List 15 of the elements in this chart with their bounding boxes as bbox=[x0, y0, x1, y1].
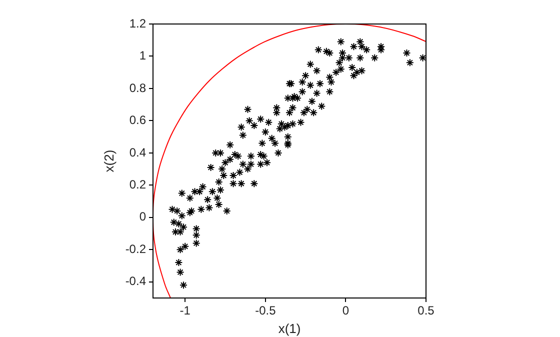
x-tick-label: -0.5 bbox=[255, 304, 276, 318]
y-tick-label: 0.2 bbox=[129, 177, 146, 192]
y-tick-label: 1 bbox=[139, 48, 146, 63]
y-tick-label: 0.6 bbox=[129, 113, 146, 128]
x-tick-label: -1 bbox=[180, 304, 191, 318]
y-tick-label: 0 bbox=[139, 210, 146, 224]
y-tick-label: 0.4 bbox=[129, 145, 146, 160]
y-tick-label: 1.2 bbox=[129, 16, 146, 30]
y-axis-title: x(2) bbox=[101, 150, 116, 172]
y-tick-label: 0.8 bbox=[129, 80, 146, 95]
x-tick-label: 0 bbox=[342, 304, 350, 318]
x-tick-label: 0.5 bbox=[418, 304, 435, 318]
y-tick-label: -0.2 bbox=[125, 242, 146, 256]
y-tick-label: -0.4 bbox=[125, 274, 146, 288]
x-axis-title: x(1) bbox=[278, 320, 301, 336]
